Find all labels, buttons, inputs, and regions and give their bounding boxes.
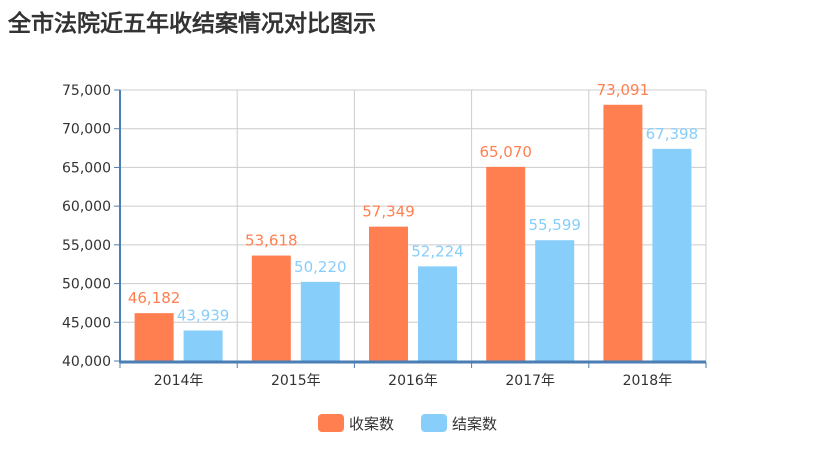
legend-label: 收案数 [349,415,394,433]
bar-received [603,104,643,361]
y-tick-label: 60,000 [62,199,111,215]
data-label: 53,618 [245,232,298,250]
x-tick-label: 2017年 [505,373,555,389]
x-tick-label: 2016年 [388,373,438,389]
data-label: 67,398 [646,125,699,143]
legend-swatch [318,414,344,432]
x-tick-label: 2018年 [623,373,673,389]
legend-swatch [421,414,447,432]
y-tick-label: 75,000 [62,83,111,99]
data-label: 65,070 [479,143,532,161]
bar-closed [652,148,692,361]
data-label: 52,224 [411,242,464,260]
bar-received [251,255,291,361]
bar-received [486,166,526,361]
y-tick-label: 65,000 [62,160,111,176]
x-tick-label: 2014年 [154,373,204,389]
bar-closed [300,281,340,361]
y-tick-label: 40,000 [62,354,111,370]
y-tick-label: 45,000 [62,315,111,331]
data-label: 46,182 [128,289,181,307]
legend-label: 结案数 [452,415,497,433]
y-tick-label: 70,000 [62,122,111,138]
y-tick-label: 55,000 [62,238,111,254]
data-label: 50,220 [294,258,347,276]
data-label: 43,939 [177,307,230,325]
bar-closed [183,330,223,361]
chart-title: 全市法院近五年收结案情况对比图示 [8,11,376,37]
bar-closed [535,240,575,361]
bar-received [134,313,174,361]
data-label: 55,599 [528,216,581,234]
data-label: 57,349 [362,203,415,221]
bar-closed [418,266,457,361]
bar-received [369,226,408,361]
data-label: 73,091 [597,81,650,99]
x-tick-label: 2015年 [271,373,321,389]
y-tick-label: 50,000 [62,277,111,293]
